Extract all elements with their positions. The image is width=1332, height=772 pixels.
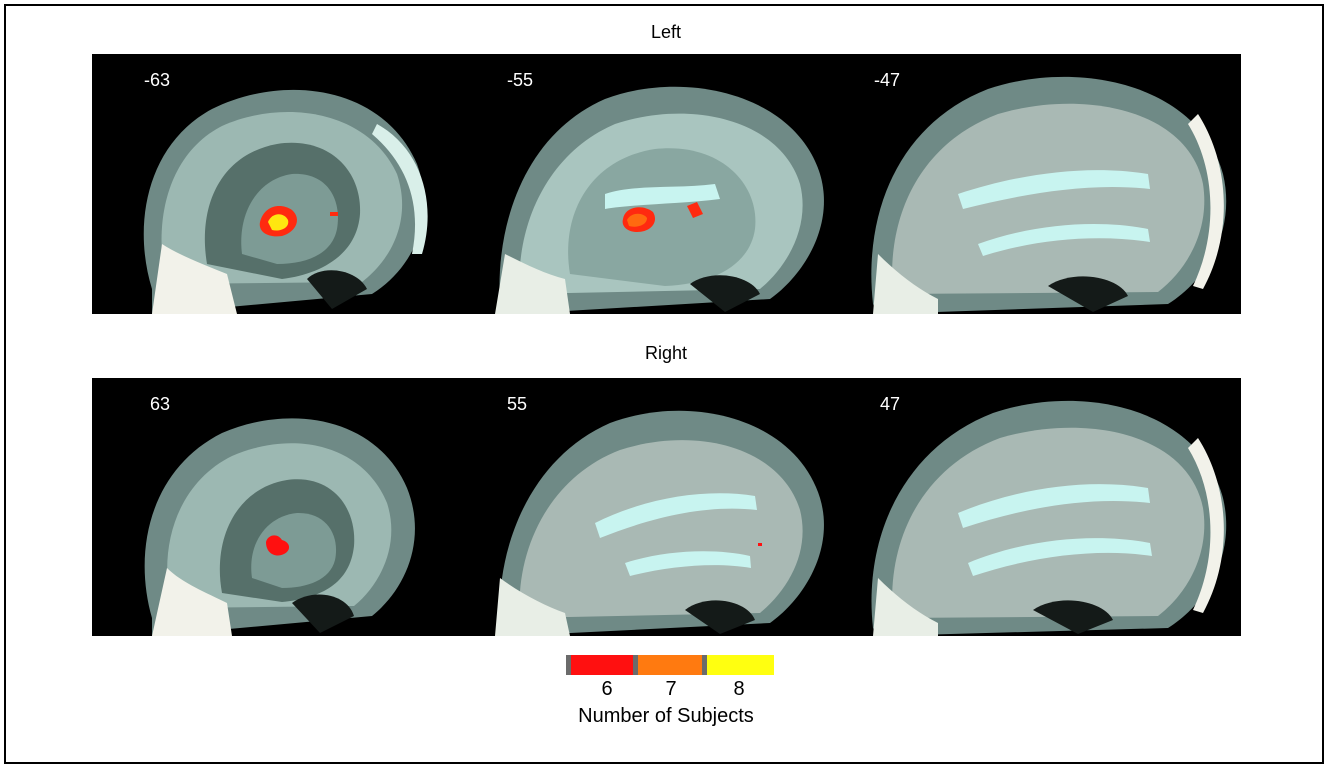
brain-image	[871, 400, 1227, 636]
brain-slice-left-63: -63	[92, 54, 475, 314]
legend-title: Number of Subjects	[578, 705, 754, 727]
brain-slice-right-47: 47	[858, 378, 1241, 636]
legend-label-7: 7	[665, 678, 677, 700]
brain-slice-right-63: 63	[92, 378, 475, 636]
brain-image	[143, 89, 428, 314]
legend-swatch-6	[566, 655, 636, 675]
legend-swatch-7	[636, 655, 705, 675]
legend-label-8: 8	[733, 678, 745, 700]
row-title-right: Right	[644, 343, 688, 363]
color-scale-legend	[566, 655, 774, 675]
brain-strip-left: -63 -55 -47	[92, 54, 1241, 314]
legend-tick	[566, 655, 571, 675]
slice-coordinate: 55	[507, 394, 528, 414]
legend-tick	[633, 655, 638, 675]
brain-strip-right: 63 55 47	[92, 378, 1241, 636]
slice-coordinate: 63	[150, 394, 171, 414]
brain-slice-right-55: 55	[475, 378, 858, 636]
brain-image	[144, 418, 415, 636]
slice-coordinate: -55	[507, 70, 534, 90]
legend-label-6: 6	[601, 678, 613, 700]
brain-slice-left-55: -55	[475, 54, 858, 314]
legend-swatch-8	[705, 655, 774, 675]
row-title-left: Left	[650, 22, 682, 42]
legend-tick	[702, 655, 707, 675]
brain-slice-left-47: -47	[858, 54, 1241, 314]
slice-coordinate: 47	[880, 394, 901, 414]
slice-coordinate: -47	[874, 70, 901, 90]
brain-image	[495, 410, 824, 636]
brain-image	[495, 86, 824, 314]
slice-coordinate: -63	[144, 70, 171, 90]
brain-image	[871, 76, 1227, 314]
